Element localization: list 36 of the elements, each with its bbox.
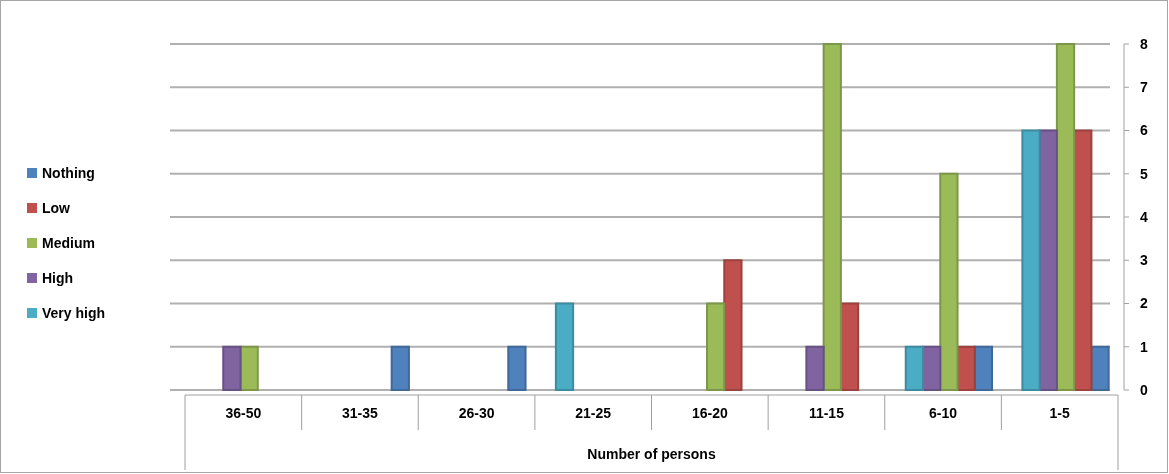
legend-label: Low: [42, 199, 71, 216]
x-tick-label: 26-30: [458, 405, 495, 421]
x-tick-label: 16-20: [691, 405, 728, 421]
x-tick-label: 6-10: [929, 405, 958, 421]
y-tick-label: 5: [1140, 165, 1148, 182]
bar: [706, 302, 726, 391]
bar: [822, 43, 842, 391]
bar: [1090, 345, 1110, 391]
bar: [939, 172, 959, 391]
y-tick-label: 2: [1140, 295, 1148, 312]
bar: [507, 345, 527, 391]
bar: [222, 345, 242, 391]
x-tick-label: 11-15: [808, 405, 845, 421]
bar: [723, 259, 743, 391]
bar: [904, 345, 924, 391]
y-tick-label: 3: [1140, 252, 1148, 269]
x-tick-label: 31-35: [342, 405, 379, 421]
x-axis-title: Number of persons: [587, 446, 716, 462]
legend-label: High: [42, 269, 74, 286]
y-tick-label: 1: [1140, 338, 1148, 355]
y-tick-label: 0: [1140, 381, 1148, 398]
y-tick-label: 6: [1140, 122, 1148, 139]
x-tick-label: 36-50: [225, 405, 262, 421]
bar: [390, 345, 410, 391]
y-tick-label: 7: [1140, 79, 1148, 96]
bar: [1021, 129, 1041, 391]
legend-label: Nothing: [42, 164, 95, 181]
x-tick-label: 1-5: [1049, 405, 1071, 421]
y-tick-label: 8: [1140, 35, 1148, 52]
bar: [554, 302, 575, 391]
bar: [1055, 43, 1076, 391]
bar: [805, 345, 825, 391]
legend-label: Very high: [42, 304, 106, 321]
y-tick-label: 4: [1140, 208, 1148, 225]
x-tick-label: 21-25: [575, 405, 612, 421]
legend-label: Medium: [42, 234, 95, 251]
